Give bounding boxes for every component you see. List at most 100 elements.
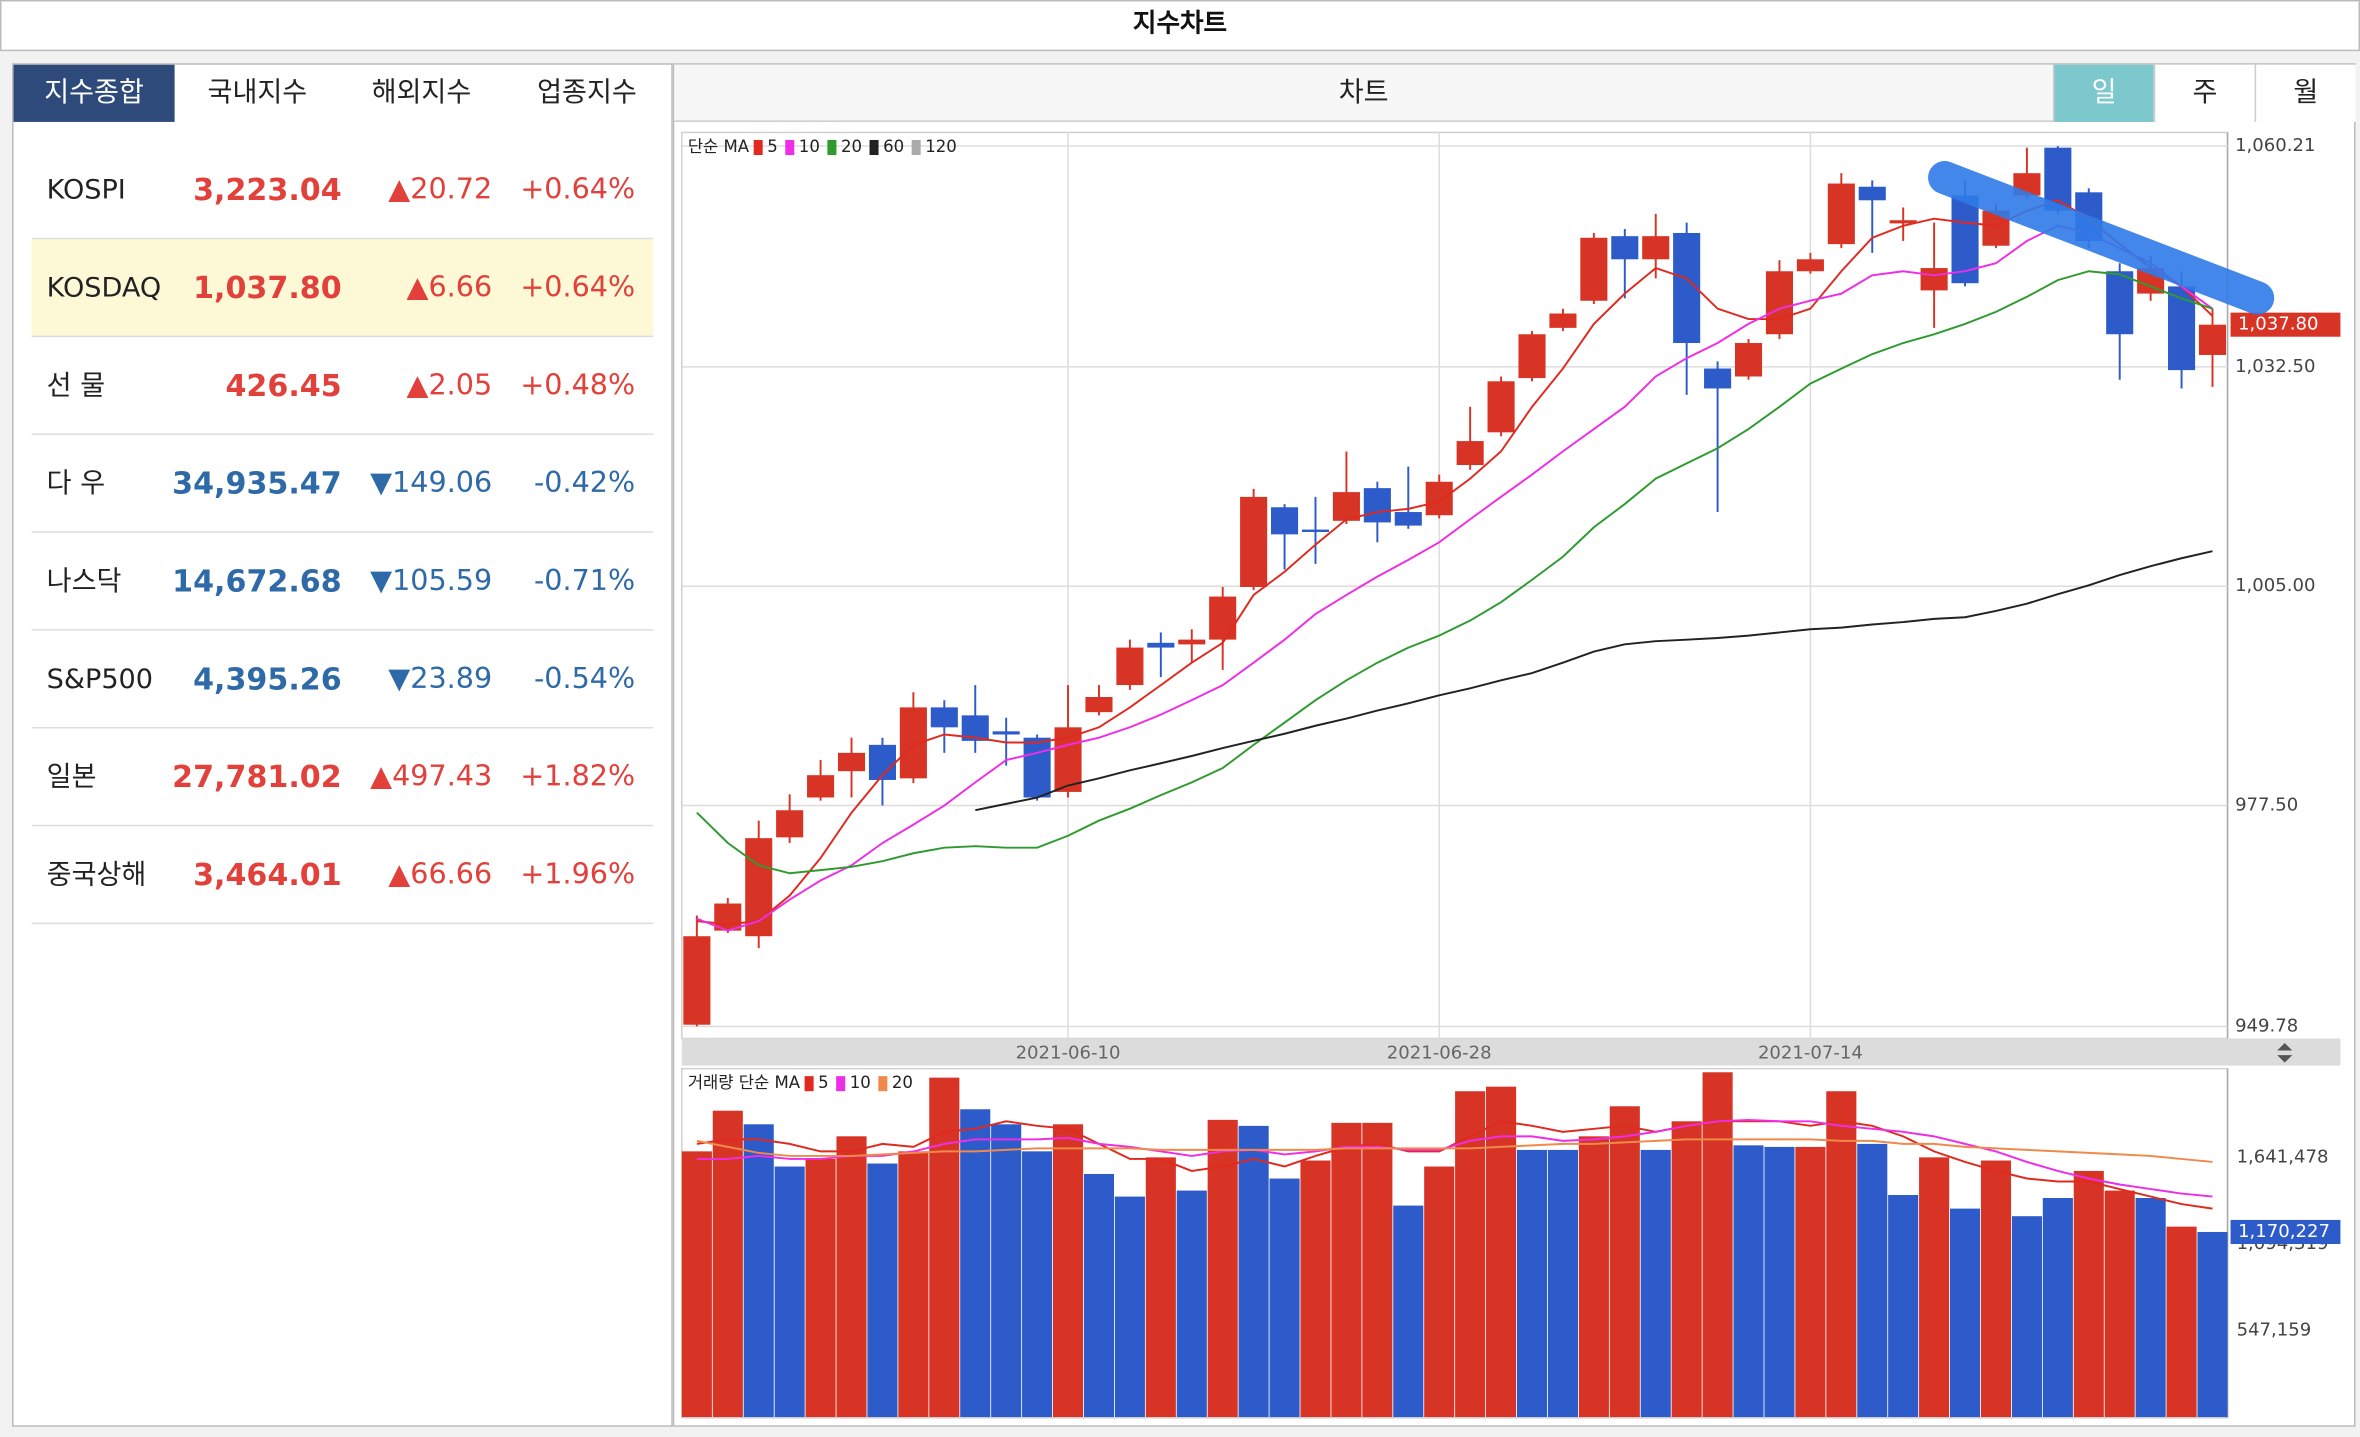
index-name: KOSPI bbox=[46, 174, 126, 207]
y-tick-label: 547,159 bbox=[2237, 1320, 2312, 1341]
volume-bar bbox=[1424, 1166, 1455, 1418]
candle-body bbox=[1209, 596, 1237, 640]
volume-bar bbox=[1826, 1091, 1857, 1418]
x-tick-label: 2021-06-28 bbox=[1387, 1043, 1492, 1064]
volume-bar bbox=[2104, 1190, 2135, 1418]
volume-bar bbox=[1176, 1190, 1207, 1418]
volume-bar bbox=[991, 1124, 1022, 1418]
candle-body bbox=[1271, 507, 1299, 535]
index-change: ▼149.06 bbox=[370, 466, 493, 500]
legend-label: 60 bbox=[883, 137, 904, 156]
index-percent: -0.42% bbox=[533, 466, 636, 500]
chart-panel-title: 차트 bbox=[1338, 76, 1389, 109]
index-row[interactable]: 다 우 34,935.47 ▼149.06 -0.42% bbox=[31, 435, 654, 533]
index-change: ▲66.66 bbox=[388, 857, 493, 892]
index-change: ▲497.43 bbox=[370, 760, 493, 794]
index-value: 27,781.02 bbox=[172, 758, 342, 795]
ma-line bbox=[975, 550, 2213, 812]
volume-bar bbox=[836, 1136, 867, 1418]
volume-bar bbox=[1919, 1157, 1950, 1418]
volume-ma-line bbox=[696, 1138, 2213, 1163]
legend-swatch bbox=[836, 1076, 846, 1092]
legend-title: 거래량 단순 MA bbox=[688, 1073, 801, 1092]
candle-body bbox=[1240, 496, 1268, 587]
volume-bar bbox=[1671, 1121, 1702, 1418]
volume-bar bbox=[1269, 1178, 1300, 1418]
candle-body bbox=[1765, 271, 1794, 335]
index-row[interactable]: 일본 27,781.02 ▲497.43 +1.82% bbox=[31, 728, 654, 827]
volume-bar bbox=[1022, 1151, 1053, 1418]
volume-bar bbox=[929, 1077, 960, 1418]
volume-bar bbox=[1300, 1160, 1331, 1418]
volume-bar bbox=[1114, 1196, 1145, 1418]
scroll-arrows bbox=[2277, 1043, 2293, 1063]
volume-ma-line bbox=[696, 1118, 2213, 1198]
index-row[interactable]: KOSDAQ 1,037.80 ▲6.66 +0.64% bbox=[31, 239, 654, 338]
index-row[interactable]: KOSPI 3,223.04 ▲20.72 +0.64% bbox=[31, 141, 654, 240]
index-tab[interactable]: 업종지수 bbox=[537, 76, 637, 109]
index-name: 나스닥 bbox=[46, 565, 122, 598]
index-value: 3,223.04 bbox=[193, 171, 342, 208]
volume-bar bbox=[1578, 1136, 1609, 1418]
candle-body bbox=[1704, 368, 1732, 389]
candle-body bbox=[1116, 647, 1144, 686]
index-value: 14,672.68 bbox=[172, 562, 342, 600]
y-tick-label: 949.78 bbox=[2235, 1015, 2298, 1036]
volume-bar bbox=[681, 1151, 712, 1418]
candle-body bbox=[807, 775, 835, 798]
period-button[interactable]: 일 bbox=[2052, 64, 2154, 122]
candle-body bbox=[1518, 334, 1546, 379]
y-tick-label: 1,005.00 bbox=[2235, 575, 2315, 596]
volume-bar bbox=[1207, 1119, 1238, 1418]
legend-label: 5 bbox=[818, 1073, 829, 1092]
date-strip bbox=[681, 1038, 2341, 1066]
volume-bar bbox=[1455, 1091, 1486, 1418]
index-row[interactable]: 선 물 426.45 ▲2.05 +0.48% bbox=[31, 337, 654, 435]
y-tick-label: 1,641,478 bbox=[2237, 1146, 2329, 1167]
index-percent: -0.54% bbox=[533, 662, 636, 696]
volume-bar bbox=[1888, 1194, 1919, 1418]
legend-label: 120 bbox=[925, 137, 957, 156]
candle-body bbox=[1951, 195, 1979, 284]
legend-swatch bbox=[827, 139, 837, 156]
ma-line bbox=[696, 270, 2213, 875]
last-price-label: 1,037.80 bbox=[2238, 314, 2318, 335]
legend-swatch bbox=[785, 139, 795, 156]
index-name: KOSDAQ bbox=[46, 272, 162, 305]
candle-body bbox=[1456, 441, 1484, 466]
last-price-label-box bbox=[2230, 312, 2341, 337]
volume-bar bbox=[1238, 1125, 1269, 1418]
candle-body bbox=[1734, 343, 1763, 377]
index-row[interactable]: 나스닥 14,672.68 ▼105.59 -0.71% bbox=[31, 533, 654, 631]
legend-swatch bbox=[911, 139, 921, 156]
index-value: 3,464.01 bbox=[193, 856, 342, 893]
volume-bar bbox=[2042, 1198, 2073, 1418]
index-row[interactable]: S&P500 4,395.26 ▼23.89 -0.54% bbox=[31, 631, 654, 729]
index-tab[interactable]: 지수종합 bbox=[13, 64, 175, 122]
legend-swatch bbox=[869, 139, 879, 156]
volume-bar bbox=[1362, 1122, 1393, 1418]
y-tick-label: 1,060.21 bbox=[2235, 135, 2315, 156]
volume-bar bbox=[2135, 1198, 2166, 1418]
index-percent: +0.64% bbox=[520, 173, 636, 207]
index-row[interactable]: 중국상해 3,464.01 ▲66.66 +1.96% bbox=[31, 826, 654, 925]
period-button[interactable]: 주 bbox=[2153, 64, 2255, 122]
index-name: 중국상해 bbox=[46, 859, 147, 892]
index-change: ▼105.59 bbox=[370, 564, 493, 598]
candle-body bbox=[1023, 737, 1051, 798]
index-change: ▲20.72 bbox=[388, 173, 493, 207]
legend-label: 20 bbox=[892, 1073, 913, 1092]
index-tab[interactable]: 해외지수 bbox=[371, 76, 472, 109]
candle-body bbox=[1827, 183, 1855, 245]
candle-body bbox=[1796, 259, 1824, 272]
index-panel: 지수종합 국내지수 해외지수 업종지수 KOSPI 3,223.04 ▲20.72 +0.64… bbox=[12, 63, 673, 1427]
volume-bar bbox=[1486, 1086, 1517, 1418]
index-change: ▼23.89 bbox=[388, 662, 493, 696]
volume-bar bbox=[960, 1109, 991, 1418]
index-value: 426.45 bbox=[225, 367, 342, 404]
volume-bar bbox=[1640, 1149, 1671, 1418]
index-tab[interactable]: 국내지수 bbox=[207, 76, 308, 109]
period-button[interactable]: 월 bbox=[2254, 64, 2356, 122]
